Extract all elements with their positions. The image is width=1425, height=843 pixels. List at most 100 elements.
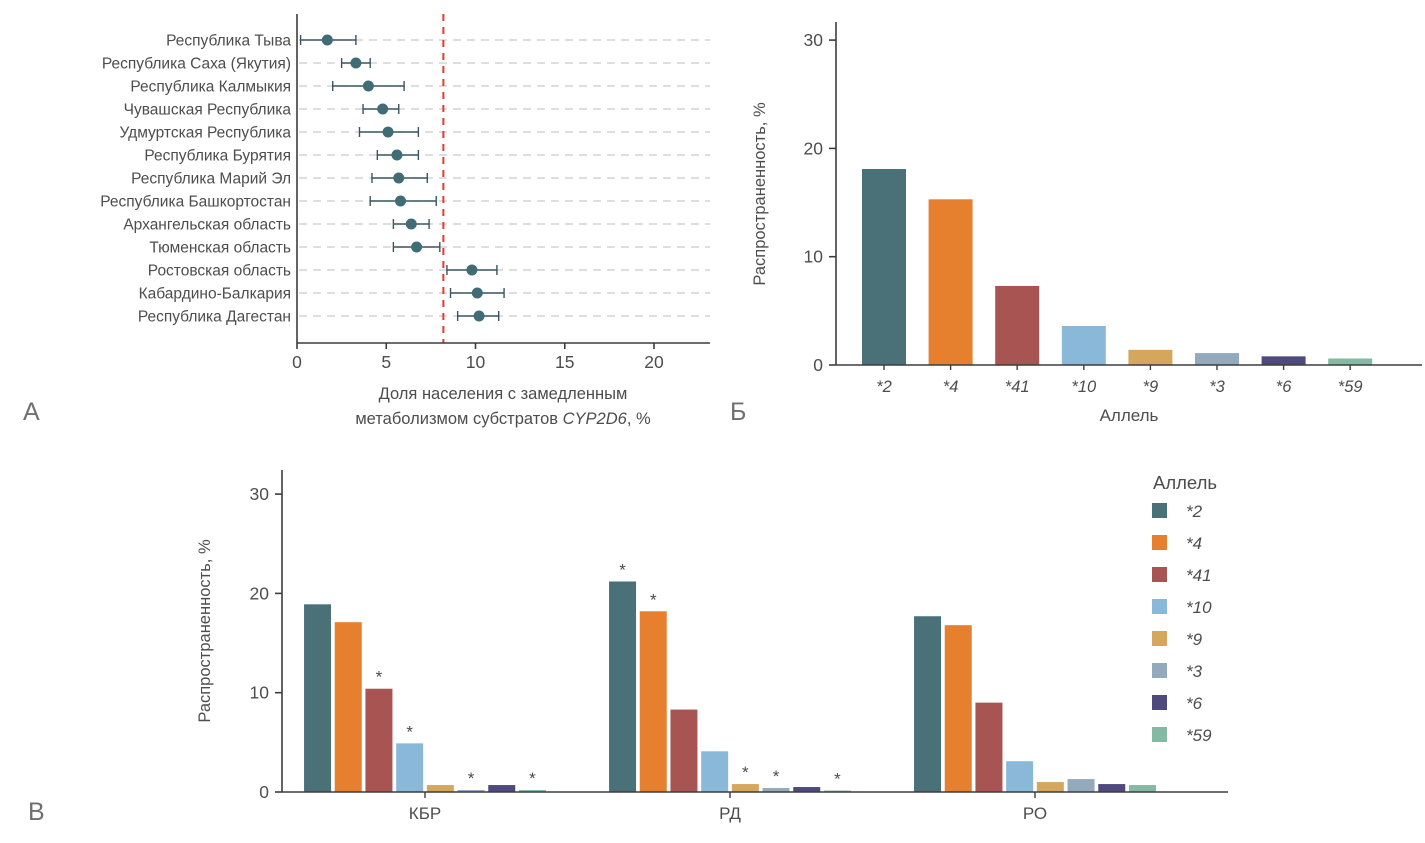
legend-swatch-3 (1152, 663, 1167, 678)
bar-РД-9 (731, 784, 759, 792)
group-label: РД (719, 804, 741, 823)
group-label: КБР (409, 804, 441, 823)
region-label: Тюменская область (149, 240, 291, 257)
significance-star: * (742, 763, 749, 782)
region-label: Ростовская область (148, 263, 291, 280)
bar-РО-4 (944, 625, 972, 792)
x-tick-label: *3 (1209, 378, 1225, 396)
bar-РО-59 (1128, 785, 1156, 792)
data-point (321, 34, 333, 46)
bar-РО-9 (1036, 782, 1064, 792)
bar-КБР-9 (426, 785, 454, 792)
legend-label-10: *10 (1186, 598, 1212, 617)
bar-РО-6 (1098, 784, 1126, 792)
x-tick-label: *4 (943, 378, 959, 396)
bar-РД-2 (609, 581, 637, 792)
bar-КБР-6 (488, 785, 516, 792)
data-point (393, 172, 405, 184)
bar-РД-10 (701, 751, 729, 792)
bar-КБР-41 (365, 688, 393, 792)
bar-10 (1061, 326, 1106, 365)
bar-2 (862, 168, 906, 365)
region-label: Удмуртская Республика (120, 125, 292, 142)
bar-РО-41 (975, 702, 1003, 792)
legend-swatch-9 (1152, 631, 1167, 646)
region-label: Республика Дагестан (138, 309, 291, 326)
bar-РО-2 (914, 616, 942, 792)
legend-swatch-41 (1152, 567, 1167, 582)
y-tick-label: 10 (804, 247, 824, 267)
region-label: Кабардино-Балкария (139, 286, 291, 303)
panel-b-label: Б (730, 398, 747, 426)
x-tick-label: *9 (1143, 378, 1159, 396)
bar-КБР-10 (396, 743, 424, 792)
data-point (377, 103, 389, 115)
panel-a-forest-plot: Республика Тыва Республика Саха (Якутия) Р… (100, 14, 710, 428)
data-point (466, 264, 478, 276)
x-axis-title: Аллель (1100, 406, 1159, 425)
significance-star: * (406, 722, 413, 741)
x-axis-title-line2: метаболизмом субстратов CYP2D6, % (355, 410, 651, 428)
region-label: Республика Марий Эл (131, 171, 291, 188)
bar-КБР-59 (518, 790, 546, 792)
x-tick-label: *2 (876, 378, 892, 396)
legend-swatch-10 (1152, 599, 1167, 614)
legend-swatch-2 (1152, 503, 1167, 518)
data-point (350, 57, 362, 69)
region-label: Республика Башкортостан (100, 194, 291, 211)
x-tick-label: 0 (292, 352, 302, 372)
bar-РО-10 (1006, 761, 1034, 792)
legend-label-59: *59 (1186, 726, 1212, 745)
y-tick-label: 30 (250, 484, 270, 504)
y-tick-label: 10 (250, 683, 270, 703)
y-tick-label: 0 (259, 782, 269, 802)
y-tick-label: 20 (250, 583, 270, 603)
significance-star: * (468, 769, 475, 788)
x-tick-label: *59 (1338, 378, 1363, 396)
group-label: РО (1023, 804, 1047, 823)
region-label: Республика Калмыкия (130, 79, 291, 96)
data-point (395, 195, 407, 207)
legend-swatch-6 (1152, 695, 1167, 710)
legend-label-3: *3 (1186, 662, 1203, 681)
bar-КБР-4 (334, 622, 362, 792)
y-tick-label: 0 (813, 355, 823, 375)
bar-РД-41 (670, 709, 698, 792)
data-point (471, 287, 483, 299)
bar-РД-4 (639, 611, 667, 792)
x-tick-label: *41 (1005, 378, 1030, 396)
bar-РО-3 (1067, 779, 1095, 792)
bar-РД-3 (762, 788, 790, 792)
panel-b-allele-bar-chart: 0 10 20 30 *2 *4 *41 *10 *9 *3 *6 *59 Аллель Распрост… (751, 22, 1422, 425)
panel-a-label: А (23, 398, 41, 426)
x-tick-label: 5 (381, 352, 391, 372)
y-tick-label: 30 (804, 30, 824, 50)
significance-star: * (650, 590, 657, 609)
x-tick-label: 15 (555, 352, 574, 372)
data-point (411, 241, 423, 253)
significance-star: * (529, 769, 536, 788)
legend-label-6: *6 (1186, 694, 1203, 713)
x-axis-title-line1: Доля населения с замедленным (379, 385, 628, 403)
significance-star: * (619, 560, 626, 579)
legend-label-9: *9 (1186, 630, 1203, 649)
significance-star: * (834, 770, 841, 789)
bar-41 (995, 285, 1040, 365)
x-tick-label: 10 (466, 352, 486, 372)
region-label: Республика Саха (Якутия) (102, 56, 291, 73)
data-point (473, 310, 485, 322)
data-point (391, 149, 403, 161)
bar-КБР-3 (457, 790, 485, 792)
region-label: Чувашская Республика (124, 102, 292, 119)
data-point (405, 218, 417, 230)
bar-РД-6 (793, 787, 821, 792)
region-label: Республика Бурятия (144, 148, 291, 165)
bar-6 (1261, 356, 1306, 365)
legend-swatch-4 (1152, 535, 1167, 550)
data-point (362, 80, 374, 92)
legend-label-2: *2 (1186, 502, 1203, 521)
legend-title: Аллель (1153, 472, 1217, 493)
bar-3 (1195, 353, 1239, 365)
data-point (382, 126, 394, 138)
legend-swatch-59 (1152, 727, 1167, 742)
